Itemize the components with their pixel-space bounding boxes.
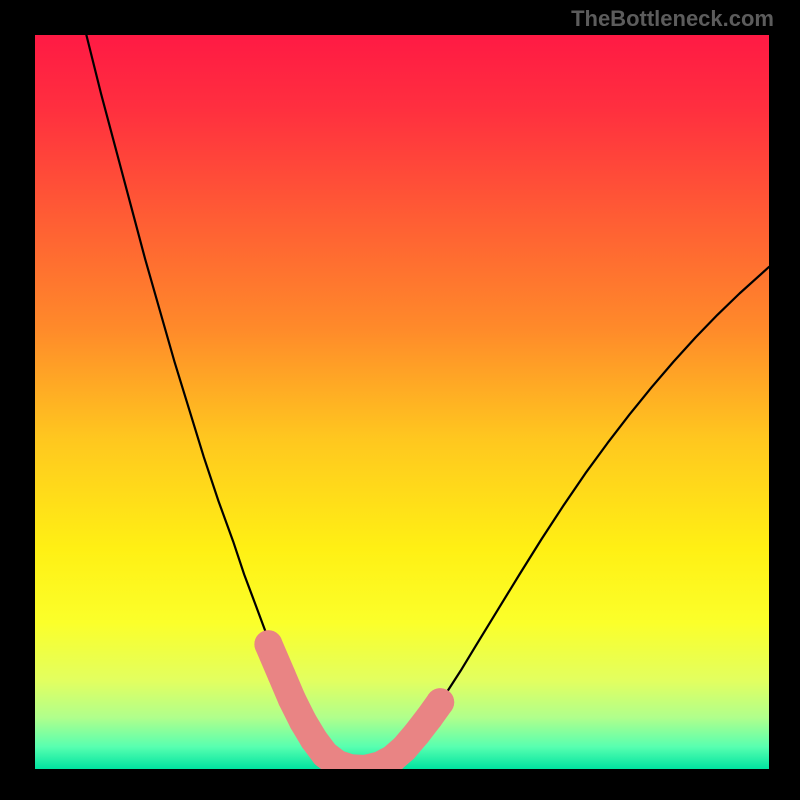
watermark-text: TheBottleneck.com xyxy=(571,6,774,32)
gradient-background xyxy=(35,35,769,769)
root-stage: { "canvas": { "width": 800, "height": 80… xyxy=(0,0,800,800)
plot-area xyxy=(35,35,769,769)
